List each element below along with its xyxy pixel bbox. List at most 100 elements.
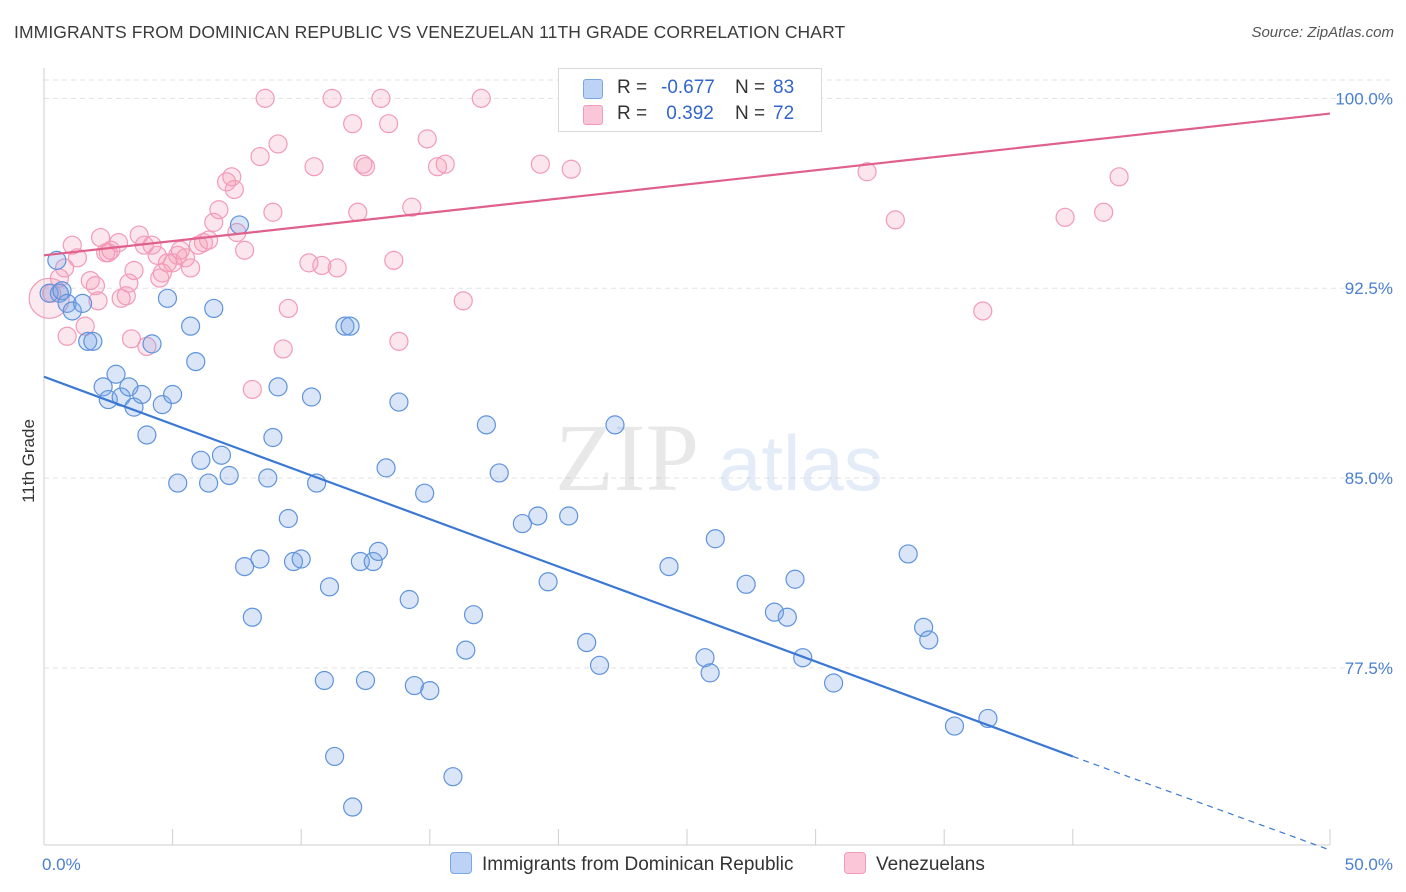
dominican-point <box>538 572 558 592</box>
venezuelan-point <box>152 263 172 283</box>
dominican-point <box>49 283 70 303</box>
source-label: Source: ZipAtlas.com <box>1251 24 1394 41</box>
stats-r-value: 0.392 <box>661 103 714 124</box>
dominican-point <box>343 797 363 817</box>
dominican-point <box>291 549 311 569</box>
dominican-point <box>83 331 103 351</box>
venezuelan-point <box>111 288 131 308</box>
dominican-point <box>278 508 298 529</box>
dominican-point <box>137 425 157 445</box>
dominican-point <box>335 316 355 336</box>
y-tick-label: 100.0% <box>1335 89 1393 108</box>
venezuelan-point <box>188 235 208 255</box>
dominican-point <box>191 450 211 470</box>
venezuelan-point <box>175 248 196 268</box>
dominican-trend-line <box>43 375 1074 758</box>
venezuelan-point <box>235 240 255 260</box>
venezuelan-point <box>124 260 144 281</box>
venezuelan-point <box>389 331 409 351</box>
dominican-point <box>229 215 250 235</box>
dominican-point <box>898 544 918 564</box>
trend-lines <box>43 112 1331 851</box>
y-axis-label: 11th Grade <box>19 419 38 503</box>
dominican-point <box>250 549 270 569</box>
dominican-point <box>443 767 463 787</box>
dominican-point <box>283 551 304 572</box>
venezuelan-point <box>435 154 455 174</box>
axes <box>43 68 1331 846</box>
dominican-point <box>399 589 419 610</box>
venezuelan-point <box>75 316 95 336</box>
legend-swatch-dominican <box>450 852 472 874</box>
dominican-point <box>258 468 278 488</box>
stats-r-label: R = <box>617 103 648 124</box>
dominican-point <box>211 445 232 465</box>
dominican-point <box>476 415 496 435</box>
dominican-point <box>142 334 162 354</box>
dominican-point <box>163 384 183 405</box>
dominican-point <box>325 746 345 767</box>
dominican-point <box>512 513 532 534</box>
venezuelan-point <box>116 286 136 306</box>
watermark-atlas: atlas <box>718 419 883 507</box>
venezuelan-point <box>427 157 448 177</box>
venezuelan-point <box>530 154 550 174</box>
dominican-point <box>389 392 409 412</box>
dominican-point <box>559 506 579 526</box>
venezuelan-point <box>402 197 422 217</box>
dominican-point <box>242 607 262 627</box>
dominican-point <box>605 415 625 435</box>
venezuelan-point <box>561 159 581 179</box>
venezuelan-point <box>379 114 399 134</box>
venezuelan-point <box>255 88 275 108</box>
venezuelan-point <box>1109 167 1129 187</box>
venezuelan-point <box>304 157 324 177</box>
dominican-point <box>577 632 597 653</box>
dominican-point <box>263 427 283 448</box>
dominican-point <box>824 673 844 693</box>
stats-n-value: 72 <box>773 103 795 124</box>
stats-swatch-venezuelans <box>583 105 603 125</box>
dominican-point <box>589 655 610 675</box>
venezuelan-point <box>343 114 363 134</box>
dominican-point <box>368 541 388 562</box>
venezuelan-trend-line <box>43 112 1331 257</box>
venezuelan-point <box>857 162 877 182</box>
dominican-point <box>132 384 152 405</box>
dominican-point <box>340 316 360 336</box>
dominican-point <box>93 377 113 397</box>
x-tick-label-min: 0.0% <box>42 855 81 874</box>
venezuelan-point <box>119 273 139 293</box>
venezuelan-point <box>150 268 170 288</box>
venezuelan-point <box>312 255 332 276</box>
legend-label-venezuelans: Venezuelans <box>876 854 985 875</box>
venezuelan-point <box>137 336 157 357</box>
dominican-point <box>736 574 756 594</box>
dominican-point <box>106 364 126 384</box>
dominican-point <box>456 640 476 660</box>
dominican-point <box>72 293 93 313</box>
legend-item-venezuelans[interactable]: Venezuelans <box>844 852 985 876</box>
dominican-point <box>157 288 178 308</box>
dominican-point <box>78 331 98 351</box>
venezuelan-point <box>384 250 404 270</box>
venezuelan-point <box>322 88 342 108</box>
dominican-point <box>404 675 424 696</box>
dominican-point <box>463 605 484 625</box>
venezuelan-point <box>268 134 288 154</box>
venezuelan-point <box>263 202 283 222</box>
venezuelan-point <box>85 276 106 296</box>
tick-labels: 77.5% 85.0% 92.5% 100.0% 0.0% 50.0% <box>42 89 1393 874</box>
dominican-point <box>319 577 340 597</box>
dominican-point <box>705 529 725 549</box>
legend-label-dominican: Immigrants from Dominican Republic <box>482 854 794 875</box>
dominican-trend-extension <box>1072 755 1331 851</box>
dominican-point <box>235 556 255 577</box>
legend-item-dominican[interactable]: Immigrants from Dominican Republic <box>450 852 794 876</box>
venezuelan-point <box>327 258 347 278</box>
dominican-point <box>62 301 82 321</box>
y-tick-label: 92.5% <box>1345 279 1393 298</box>
dominican-point <box>152 395 172 415</box>
venezuelan-point <box>147 245 167 265</box>
dominican-point <box>944 716 965 736</box>
